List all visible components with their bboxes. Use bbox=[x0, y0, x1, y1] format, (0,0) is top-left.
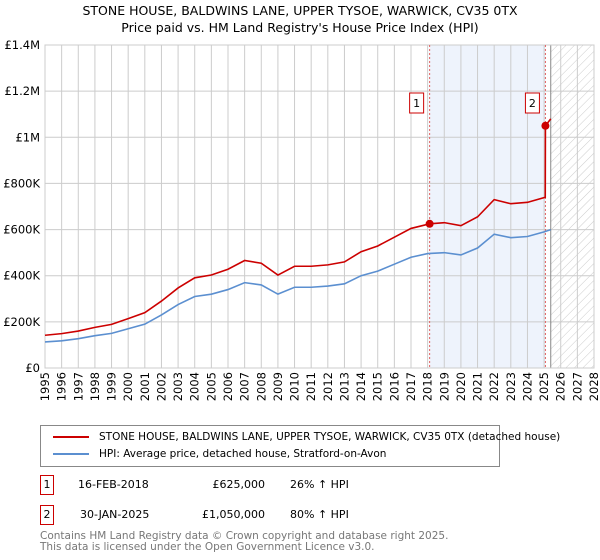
transaction-hpi: 80% ↑ HPI bbox=[290, 508, 349, 521]
x-tick-label: 2000 bbox=[121, 372, 135, 401]
x-tick-label: 1999 bbox=[105, 372, 119, 401]
hpi-line bbox=[44, 228, 552, 343]
x-tick-label: 1997 bbox=[71, 372, 85, 401]
sale-point bbox=[425, 219, 434, 228]
legend-red-label: STONE HOUSE, BALDWINS LANE, UPPER TYSOE,… bbox=[99, 431, 561, 443]
chart-title: STONE HOUSE, BALDWINS LANE, UPPER TYSOE,… bbox=[0, 2, 600, 36]
footer-line2: This data is licensed under the Open Gov… bbox=[40, 541, 375, 553]
y-tick-label: £200K bbox=[3, 315, 40, 329]
transaction-date: 16-FEB-2018 bbox=[78, 478, 149, 491]
y-tick-label: £800K bbox=[3, 176, 40, 190]
x-tick-label: 2012 bbox=[321, 372, 335, 401]
x-tick-label: 2005 bbox=[204, 372, 218, 401]
x-tick-label: 2009 bbox=[271, 372, 285, 401]
sale-badge-label: 2 bbox=[529, 97, 536, 110]
x-tick-label: 2026 bbox=[554, 372, 568, 401]
x-tick-label: 1995 bbox=[38, 372, 52, 401]
title-line: STONE HOUSE, BALDWINS LANE, UPPER TYSOE,… bbox=[82, 3, 518, 18]
x-tick-label: 1998 bbox=[88, 372, 102, 401]
x-tick-label: 2024 bbox=[520, 372, 534, 401]
legend-red-line bbox=[53, 436, 89, 438]
plot-frame bbox=[44, 44, 595, 369]
x-tick-label: 2001 bbox=[138, 372, 152, 401]
legend: STONE HOUSE, BALDWINS LANE, UPPER TYSOE,… bbox=[40, 425, 560, 467]
y-tick-label: £1.4M bbox=[4, 38, 40, 52]
forecast-hatch bbox=[550, 45, 594, 368]
x-tick-label: 2027 bbox=[570, 372, 584, 401]
subtitle-line: Price paid vs. HM Land Registry's House … bbox=[121, 20, 479, 35]
transaction-hpi: 26% ↑ HPI bbox=[290, 478, 349, 491]
y-tick-label: £400K bbox=[3, 269, 40, 283]
price-paid-line bbox=[44, 118, 552, 337]
x-tick-label: 2002 bbox=[154, 372, 168, 401]
x-tick-label: 2025 bbox=[537, 372, 551, 401]
sale-point bbox=[541, 121, 550, 130]
x-tick-label: 2028 bbox=[587, 372, 600, 401]
x-tick-label: 2007 bbox=[238, 372, 252, 401]
footer: Contains HM Land Registry data © Crown c… bbox=[40, 531, 448, 553]
sale-badge-label: 1 bbox=[413, 97, 420, 110]
y-tick-label: £0 bbox=[25, 361, 40, 375]
price-chart: 1995 1996 1997 1998 1999 2000 2001 2002 2003 2004… bbox=[3, 38, 600, 401]
x-tick-label: 2018 bbox=[421, 372, 435, 401]
x-tick-label: 2021 bbox=[471, 372, 485, 401]
transaction-row: 1 16-FEB-2018 £625,000 26% ↑ HPI bbox=[40, 475, 440, 497]
transaction-row: 2 30-JAN-2025 £1,050,000 80% ↑ HPI bbox=[40, 505, 440, 527]
x-tick-label: 2011 bbox=[304, 372, 318, 401]
transaction-date: 30-JAN-2025 bbox=[80, 508, 150, 521]
x-tick-label: 2010 bbox=[288, 372, 302, 401]
x-tick-label: 2008 bbox=[254, 372, 268, 401]
y-tick-label: £1M bbox=[15, 130, 40, 144]
x-tick-label: 2003 bbox=[171, 372, 185, 401]
x-tick-label: 2022 bbox=[487, 372, 501, 401]
x-tick-label: 2016 bbox=[387, 372, 401, 401]
footer-line1: Contains HM Land Registry data © Crown c… bbox=[40, 530, 449, 542]
transaction-price: £625,000 bbox=[212, 478, 266, 491]
y-tick-label: £600K bbox=[3, 223, 40, 237]
x-tick-label: 2017 bbox=[404, 372, 418, 401]
x-tick-label: 1996 bbox=[55, 372, 69, 401]
sale-badge bbox=[524, 92, 540, 114]
x-tick-label: 2013 bbox=[337, 372, 351, 401]
x-tick-label: 2015 bbox=[371, 372, 385, 401]
x-tick-label: 2020 bbox=[454, 372, 468, 401]
transaction-badge: 1 bbox=[40, 475, 54, 495]
transaction-badge: 2 bbox=[40, 505, 54, 525]
transaction-price: £1,050,000 bbox=[202, 508, 265, 521]
x-tick-label: 2004 bbox=[188, 372, 202, 401]
sale-badge bbox=[409, 92, 425, 114]
legend-blue-line bbox=[53, 453, 89, 455]
legend-blue-label: HPI: Average price, detached house, Stra… bbox=[99, 448, 387, 460]
x-tick-label: 2014 bbox=[354, 372, 368, 401]
x-tick-label: 2006 bbox=[221, 372, 235, 401]
y-tick-label: £1.2M bbox=[4, 84, 40, 98]
x-tick-label: 2023 bbox=[504, 372, 518, 401]
x-tick-label: 2019 bbox=[437, 372, 451, 401]
